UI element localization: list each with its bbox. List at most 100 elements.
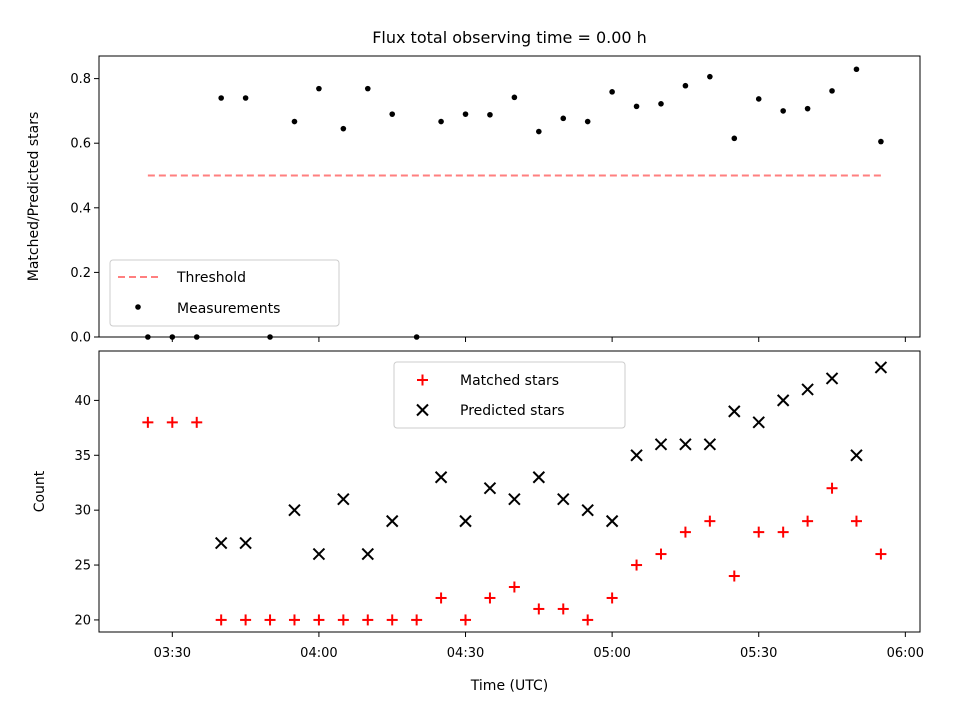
count-axis-ticks: 20 25 30 35 40 03:30 04:00 04:30 05:00 05:30 06:00 <box>74 394 924 661</box>
matched-star-point <box>582 614 594 626</box>
matched-star-point <box>337 614 349 626</box>
measurement-point <box>853 66 860 73</box>
predicted-star-point <box>386 514 399 528</box>
predicted-star-point <box>288 503 301 517</box>
measurement-point <box>511 94 518 101</box>
predicted-star-point <box>874 361 888 374</box>
y-tick-label-ratio: 0.4 <box>70 201 91 216</box>
measurement-point <box>364 85 371 92</box>
predicted-star-point <box>532 471 546 484</box>
measurement-point <box>878 138 884 145</box>
legend-predicted-label: Predicted stars <box>460 403 565 419</box>
matched-star-point <box>386 614 398 626</box>
matched-star-point <box>460 614 472 626</box>
measurement-point <box>560 115 567 122</box>
y-tick-label-count: 25 <box>74 559 91 574</box>
legend-threshold-label: Threshold <box>176 270 246 286</box>
x-tick-label: 05:00 <box>593 646 630 661</box>
predicted-star-point <box>337 492 350 506</box>
legend-box-ratio <box>109 259 340 327</box>
matched-star-point <box>655 548 667 560</box>
legend-box-count <box>393 361 626 429</box>
legend-measurements-swatch <box>135 304 141 310</box>
matched-star-point <box>533 603 545 615</box>
matched-star-point <box>508 581 520 593</box>
matched-star-point <box>631 559 643 571</box>
predicted-star-point <box>581 503 594 517</box>
predicted-star-point <box>654 438 668 451</box>
x-tick-label: 03:30 <box>154 646 191 661</box>
matched-star-point <box>606 592 618 604</box>
x-tick-label: 05:30 <box>740 646 777 661</box>
ratio-panel: Flux total observing time = 0.00 h Match… <box>26 28 921 346</box>
predicted-star-point <box>483 481 497 495</box>
measurement-point <box>462 111 469 117</box>
predicted-star-point <box>801 383 814 396</box>
matched-star-point <box>288 614 300 626</box>
matched-star-point <box>435 592 447 604</box>
ratio-axes-frame <box>98 55 921 338</box>
measurement-point <box>340 125 347 132</box>
measurement-point <box>291 118 298 125</box>
matched-star-point <box>679 526 691 538</box>
predicted-star-point <box>239 536 252 550</box>
predicted-star-point <box>605 514 619 528</box>
measurement-point <box>438 118 444 125</box>
measurement-point <box>707 73 713 80</box>
y-axis-label-count: Count <box>32 470 48 512</box>
predicted-star-point <box>459 514 472 528</box>
matched-star-point <box>142 416 154 428</box>
legend-matched-swatch <box>417 374 428 386</box>
measurement-point <box>487 111 493 118</box>
measurement-point <box>829 88 835 94</box>
matched-star-point <box>875 548 887 560</box>
matched-star-point <box>191 416 203 428</box>
matched-star-point <box>826 482 838 494</box>
matched-star-point <box>802 515 814 527</box>
ratio-axis-ticks: 0.0 0.2 0.4 0.6 0.8 <box>70 72 906 346</box>
y-tick-label-ratio: 0.6 <box>70 137 91 152</box>
count-axes-frame <box>98 350 921 633</box>
predicted-star-point <box>434 471 448 484</box>
count-plot-marks <box>142 361 888 626</box>
y-tick-label-ratio: 0.8 <box>70 72 91 87</box>
legend-measurements-label: Measurements <box>177 301 280 317</box>
predicted-star-point <box>703 438 717 451</box>
legend-matched-label: Matched stars <box>460 373 559 389</box>
predicted-star-point <box>557 492 570 506</box>
x-tick-label: 04:30 <box>447 646 484 661</box>
y-tick-label-ratio: 0.0 <box>70 331 91 346</box>
measurement-point <box>780 108 786 114</box>
ratio-legend: Threshold Measurements <box>109 259 340 327</box>
matched-star-point <box>411 614 423 626</box>
matched-star-point <box>557 603 569 615</box>
y-tick-label-count: 20 <box>74 613 91 628</box>
predicted-star-point <box>825 372 839 385</box>
predicted-star-point <box>679 438 692 451</box>
measurement-point <box>609 89 615 95</box>
measurement-point <box>682 82 689 89</box>
matched-star-point <box>704 515 716 527</box>
predicted-star-point <box>361 547 374 561</box>
measurement-point <box>389 111 396 117</box>
matched-star-point <box>753 526 765 538</box>
y-tick-label-count: 35 <box>74 449 91 464</box>
measurement-point <box>316 85 322 92</box>
measurement-point <box>584 118 591 125</box>
predicted-star-point <box>630 449 643 462</box>
measurement-point <box>731 135 738 142</box>
matched-star-point <box>264 614 276 626</box>
predicted-star-point <box>752 416 765 429</box>
x-tick-label: 04:00 <box>300 646 337 661</box>
measurement-point <box>536 128 542 135</box>
matched-star-point <box>362 614 374 626</box>
count-legend: Matched stars Predicted stars <box>393 361 626 429</box>
measurement-point <box>242 95 249 101</box>
x-axis-label: Time (UTC) <box>470 678 548 694</box>
predicted-star-point <box>214 536 228 550</box>
matched-star-point <box>240 614 252 626</box>
predicted-star-point <box>850 449 863 462</box>
measurement-point <box>218 95 224 101</box>
matched-star-point <box>728 570 740 582</box>
measurement-point <box>804 105 811 112</box>
